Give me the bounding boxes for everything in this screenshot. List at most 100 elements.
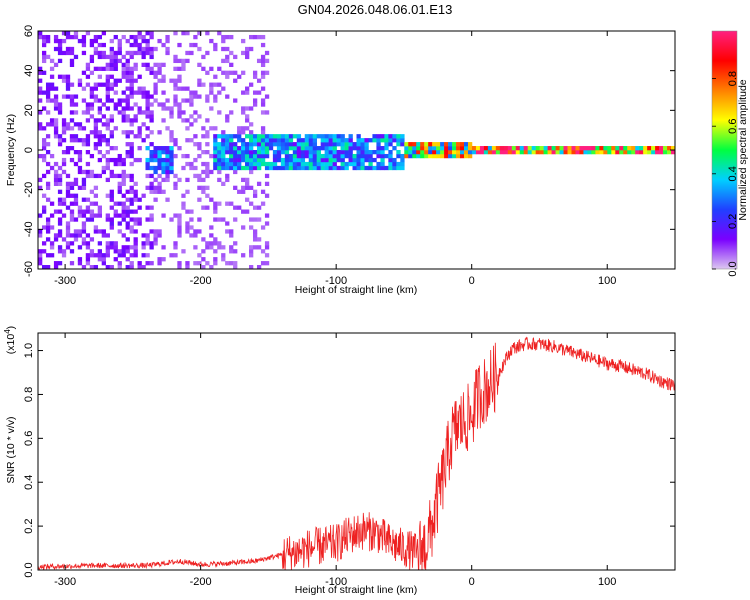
spectrogram-cell bbox=[49, 165, 55, 171]
spectrogram-cell bbox=[475, 146, 481, 151]
spectrogram-cell bbox=[535, 150, 540, 155]
spectrogram-cell bbox=[241, 138, 246, 143]
spectrogram-cell bbox=[121, 98, 126, 103]
spectrogram-cell bbox=[308, 150, 314, 155]
spectrogram-cell bbox=[57, 261, 63, 266]
spectrogram-cell bbox=[249, 153, 254, 159]
spectrogram-cell bbox=[161, 118, 166, 123]
spectrogram-cell bbox=[137, 217, 142, 222]
spectrogram-cell bbox=[372, 134, 377, 139]
spectrogram-cell bbox=[213, 261, 218, 266]
spectrogram-cell bbox=[308, 153, 314, 159]
spectrogram-cell bbox=[471, 146, 477, 151]
spectrogram-cell bbox=[249, 185, 254, 190]
spectrogram-cell bbox=[336, 134, 341, 139]
spectrogram-cell bbox=[125, 189, 130, 194]
spectrogram-cell bbox=[137, 146, 142, 151]
spectrogram-cell bbox=[129, 229, 134, 234]
spectrogram-cell bbox=[157, 157, 162, 163]
spectrogram-cell bbox=[93, 122, 99, 127]
spectrogram-cell bbox=[260, 58, 266, 64]
spectrogram-cell bbox=[161, 257, 166, 262]
spectrogram-cell bbox=[173, 138, 178, 143]
spectrogram-cell bbox=[81, 50, 87, 56]
spectrogram-cell bbox=[316, 153, 321, 159]
spectrogram-cell bbox=[193, 261, 198, 266]
spectrogram-cell bbox=[499, 146, 505, 151]
spectrogram-cell bbox=[177, 261, 182, 266]
spectrogram-cell bbox=[117, 213, 122, 218]
spectrogram-cell bbox=[121, 118, 126, 123]
snr-y-tick-label: 0.4 bbox=[23, 475, 35, 490]
spectrogram-cell bbox=[105, 165, 110, 171]
spectrogram-cell bbox=[81, 138, 87, 143]
spectrogram-cell bbox=[141, 50, 146, 56]
spectrogram-cell bbox=[563, 146, 568, 151]
spectrogram-cell bbox=[77, 169, 83, 175]
spectrogram-cell bbox=[575, 146, 580, 151]
spectrogram-cell bbox=[65, 94, 71, 99]
spectrogram-cell bbox=[133, 189, 138, 194]
spectrogram-cell bbox=[57, 177, 63, 183]
spectrogram-cell bbox=[153, 62, 158, 67]
spectrogram-cell bbox=[328, 161, 333, 167]
spectrogram-cell bbox=[113, 126, 118, 131]
spectrogram-cell bbox=[396, 134, 401, 139]
spectrogram-cell bbox=[579, 146, 584, 151]
spectrogram-cell bbox=[352, 153, 357, 159]
spectrogram-cell bbox=[189, 225, 194, 230]
spectrogram-cell bbox=[149, 229, 154, 234]
spectrogram-cell bbox=[221, 38, 226, 44]
spectrogram-cell bbox=[221, 153, 226, 159]
spectrogram-cell bbox=[177, 58, 182, 64]
spectrogram-cell bbox=[213, 94, 218, 99]
spectrogram-cell bbox=[284, 153, 290, 159]
spectrogram-cell bbox=[141, 46, 146, 52]
spectrogram-cell bbox=[89, 213, 95, 218]
spectrogram-cell bbox=[344, 142, 349, 147]
spectrogram-cell bbox=[456, 150, 461, 155]
spectrogram-cell bbox=[113, 54, 118, 60]
spectrogram-cell bbox=[121, 173, 126, 179]
spectrogram-cell bbox=[260, 150, 266, 155]
snr-x-ticks: -300 -200 -100 0 100 bbox=[54, 333, 616, 588]
spectrogram-cell bbox=[38, 153, 43, 159]
spectrogram-cell bbox=[388, 142, 393, 147]
spectrogram-cell bbox=[523, 146, 528, 151]
spectrogram-cell bbox=[567, 150, 572, 155]
spectrogram-cell bbox=[38, 110, 43, 115]
spectrogram-cell bbox=[145, 38, 150, 44]
spectrogram-cell bbox=[153, 46, 158, 52]
spectrogram-cell bbox=[81, 221, 87, 226]
spectrogram-cell bbox=[197, 146, 202, 151]
spectrogram-cell bbox=[165, 46, 170, 52]
spectrogram-cell bbox=[412, 146, 417, 151]
spectrogram-cell bbox=[73, 122, 79, 127]
spectrogram-cell bbox=[424, 146, 429, 151]
spectrogram-cell bbox=[256, 146, 262, 151]
spectrogram-cell bbox=[109, 189, 114, 194]
spectrogram-cell bbox=[631, 146, 636, 151]
spectrogram-cell bbox=[161, 157, 166, 163]
spectrogram-cell bbox=[205, 169, 210, 175]
spectrogram-cell bbox=[511, 146, 517, 151]
spectrogram-cell bbox=[121, 209, 126, 214]
spectrogram-cell bbox=[93, 193, 99, 198]
spectrogram-cell bbox=[173, 153, 178, 159]
spectrogram-cell bbox=[105, 106, 110, 111]
spectrogram-cell bbox=[45, 94, 51, 99]
spectrogram-cell bbox=[101, 169, 106, 175]
spectrogram-cell bbox=[157, 181, 162, 186]
spectrogram-cell bbox=[81, 265, 87, 269]
spectrogram-cell bbox=[519, 150, 525, 155]
spectrogram-cell bbox=[189, 102, 194, 107]
spectrogram-cell bbox=[89, 217, 95, 222]
spectrogram-cell bbox=[241, 153, 246, 159]
spectrogram-x-tick-label: -100 bbox=[325, 275, 347, 287]
spectrogram-cell bbox=[312, 142, 317, 147]
spectrogram-cell bbox=[137, 221, 142, 226]
spectrogram-cell bbox=[380, 161, 385, 167]
spectrogram-cell bbox=[85, 62, 91, 67]
spectrogram-cell bbox=[89, 253, 95, 258]
spectrogram-cell bbox=[372, 165, 377, 171]
